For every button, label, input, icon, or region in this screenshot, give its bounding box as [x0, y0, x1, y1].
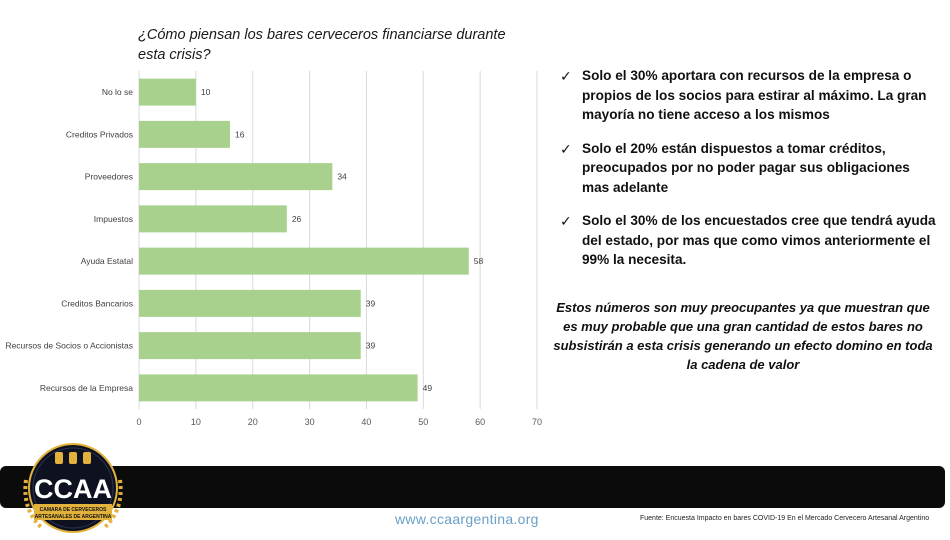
x-tick-label: 20 [248, 417, 258, 427]
bar-chart: 0 10 20 30 40 50 60 70 No lo se 10 Creditos Privad… [5, 71, 542, 427]
finding-item: ✓ Solo el 30% aportara con recursos de l… [560, 66, 940, 125]
bar [139, 205, 287, 233]
ccaa-logo: CCAA CAMARA DE CERVECEROS ARTESANALES DE… [18, 440, 128, 540]
data-label: 49 [423, 383, 433, 393]
website-link[interactable]: www.ccaargentina.org [395, 511, 539, 527]
conclusion-text: Estos números son muy preocupantes ya qu… [553, 300, 933, 372]
x-tick-label: 30 [305, 417, 315, 427]
bar [139, 120, 230, 148]
svg-text:CAMARA DE CERVECEROS: CAMARA DE CERVECEROS [40, 507, 107, 513]
data-label: 26 [292, 214, 302, 224]
category-label: Proveedores [85, 172, 133, 182]
finding-text: Solo el 30% aportara con recursos de la … [582, 68, 927, 122]
x-tick-label: 10 [191, 417, 201, 427]
checkmark-icon: ✓ [560, 68, 572, 84]
data-label: 10 [201, 87, 211, 97]
chart-title: ¿Cómo piensan los bares cerveceros finan… [138, 27, 506, 63]
data-label: 39 [366, 298, 376, 308]
category-label: Creditos Privados [66, 129, 133, 139]
source-note: Fuente: Encuesta Impacto en bares COVID-… [640, 515, 930, 522]
footer-bar [0, 466, 945, 508]
svg-text:ARTESANALES DE ARGENTINA: ARTESANALES DE ARGENTINA [35, 514, 112, 520]
x-tick-label: 0 [136, 417, 141, 427]
svg-text:CCAA: CCAA [34, 474, 112, 504]
category-label: Creditos Bancarios [61, 298, 133, 308]
bar [139, 247, 469, 275]
finding-text: Solo el 20% están dispuestos a tomar cré… [582, 140, 910, 195]
data-label: 58 [474, 256, 484, 266]
finding-item: ✓ Solo el 20% están dispuestos a tomar c… [560, 139, 940, 198]
x-tick-label: 60 [475, 417, 485, 427]
x-tick-label: 40 [361, 417, 371, 427]
bar [139, 289, 361, 317]
x-tick-label: 70 [532, 417, 542, 427]
data-label: 34 [337, 172, 347, 182]
category-label: Impuestos [94, 214, 133, 224]
checkmark-icon: ✓ [560, 140, 572, 157]
data-label: 39 [366, 341, 376, 351]
finding-text: Solo el 30% de los encuestados cree que … [582, 213, 936, 267]
category-label: Ayuda Estatal [81, 256, 133, 266]
bar [139, 163, 333, 191]
category-label: No lo se [102, 87, 133, 97]
category-label: Recursos de Socios o Accionistas [5, 341, 133, 351]
bar [139, 374, 418, 402]
bar [139, 78, 196, 106]
finding-item: ✓ Solo el 30% de los encuestados cree qu… [560, 211, 940, 270]
data-label: 16 [235, 129, 245, 139]
category-label: Recursos de la Empresa [40, 383, 133, 393]
checkmark-icon: ✓ [560, 213, 572, 229]
bar [139, 332, 361, 360]
findings-list: ✓ Solo el 30% aportara con recursos de l… [560, 66, 940, 284]
x-tick-label: 50 [418, 417, 428, 427]
